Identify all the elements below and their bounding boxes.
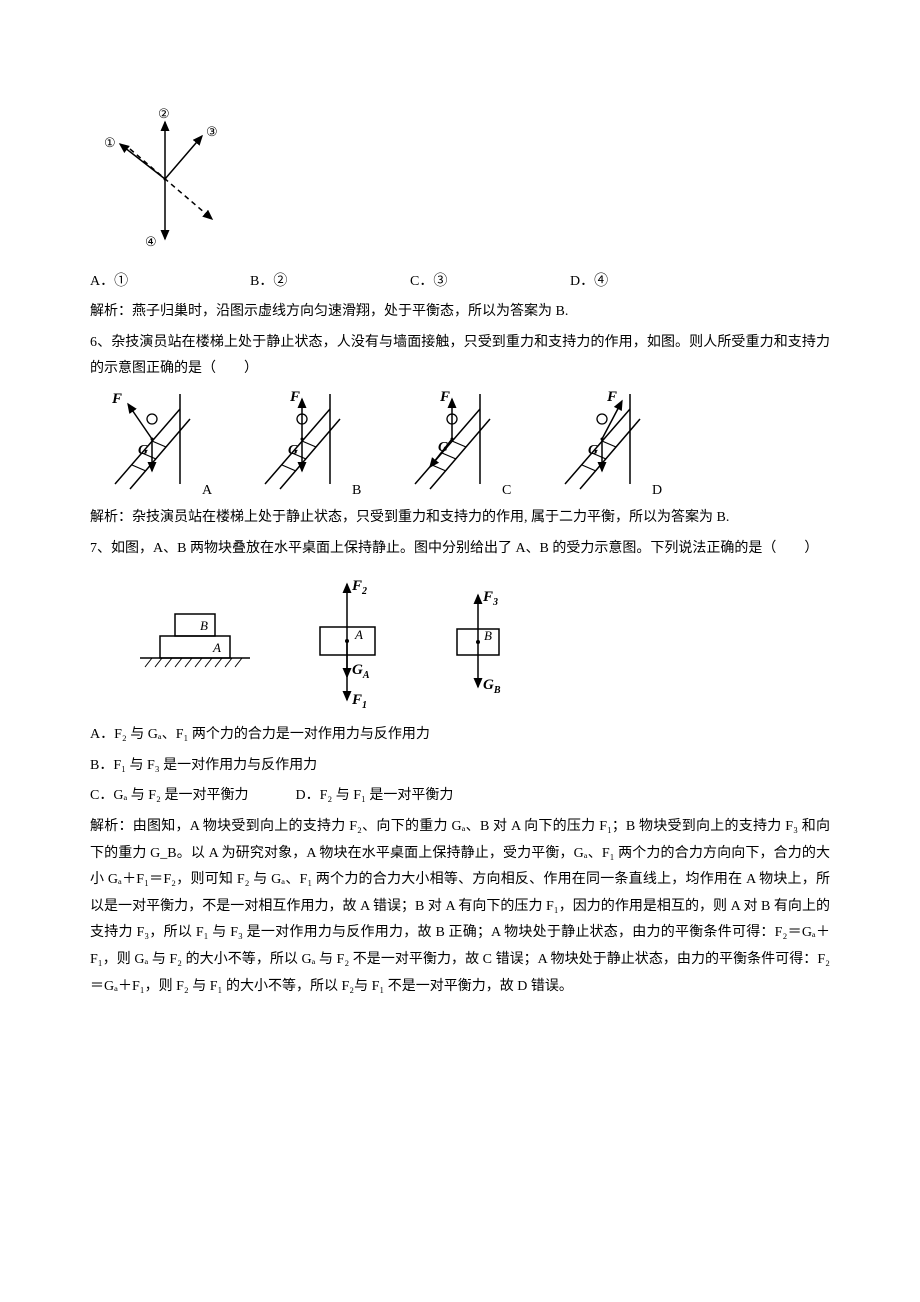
svg-text:A: A: [212, 640, 221, 655]
q5-opt-c: C．③: [410, 269, 570, 296]
svg-text:G: G: [288, 443, 298, 458]
svg-text:C: C: [502, 483, 511, 498]
svg-text:F3: F3: [482, 589, 498, 608]
svg-text:D: D: [652, 483, 662, 498]
q5-arrow-diagram: ① ② ③ ④: [90, 104, 830, 265]
svg-text:F2: F2: [351, 578, 367, 597]
svg-text:GA: GA: [352, 662, 370, 681]
q5-opt-b: B．②: [250, 269, 410, 296]
q6-diag-b: F G B: [240, 389, 370, 499]
q5-opt-d: D．④: [570, 269, 730, 296]
q6-stem: 6、杂技演员站在楼梯上处于静止状态，人没有与墙面接触，只受到重力和支持力的作用，…: [90, 330, 830, 383]
q7-diag-b-fbd: B F3 GB: [435, 577, 525, 707]
q7-analysis: 解析：由图知，A 物块受到向上的支持力 F₂、向下的重力 Gₐ、B 对 A 向下…: [90, 814, 830, 1000]
svg-text:G: G: [138, 443, 148, 458]
q5-opt-a: A．①: [90, 269, 250, 296]
label-1: ①: [104, 135, 116, 150]
q6-diag-c: F G C: [390, 389, 520, 499]
label-2: ②: [158, 106, 170, 121]
svg-text:F: F: [111, 391, 122, 407]
q6-diag-d: F G D: [540, 389, 670, 499]
svg-text:G: G: [588, 443, 598, 458]
q6-analysis: 解析：杂技演员站在楼梯上处于静止状态，只受到重力和支持力的作用, 属于二力平衡，…: [90, 505, 830, 532]
q6-ladder-diagrams: F G A F G B F G C: [90, 389, 830, 499]
svg-text:F: F: [439, 389, 450, 405]
q5-analysis: 解析：燕子归巢时，沿图示虚线方向匀速滑翔，处于平衡态，所以为答案为 B.: [90, 299, 830, 326]
q7-opt-c: C．Gₐ 与 F₂ 是一对平衡力: [90, 788, 248, 803]
svg-text:GB: GB: [483, 677, 501, 696]
q7-opts-cd: C．Gₐ 与 F₂ 是一对平衡力 D．F₂ 与 F₁ 是一对平衡力: [90, 783, 830, 810]
svg-text:F1: F1: [351, 692, 367, 711]
q7-diag-stack: B A: [130, 592, 260, 692]
label-3: ③: [206, 124, 218, 139]
svg-text:G: G: [438, 440, 448, 455]
q5-options: A．① B．② C．③ D．④: [90, 269, 830, 296]
svg-text:A: A: [354, 627, 363, 642]
svg-text:F: F: [289, 389, 300, 405]
q6-diag-a: F G A: [90, 389, 220, 499]
svg-text:A: A: [202, 483, 213, 498]
q7-opt-b: B．F₁ 与 F₃ 是一对作用力与反作用力: [90, 753, 830, 780]
label-4: ④: [145, 234, 157, 249]
svg-text:F: F: [606, 389, 617, 405]
q7-diag-a-fbd: A F2 GA F1: [300, 572, 395, 712]
q7-block-diagrams: B A A F2 GA F1: [130, 572, 830, 712]
svg-text:B: B: [200, 618, 208, 633]
q7-opt-a: A．F₂ 与 Gₐ、F₁ 两个力的合力是一对作用力与反作用力: [90, 722, 830, 749]
q7-stem: 7、如图，A、B 两物块叠放在水平桌面上保持静止。图中分别给出了 A、B 的受力…: [90, 536, 830, 563]
svg-text:B: B: [352, 483, 361, 498]
q7-opt-d: D．F₂ 与 F₁ 是一对平衡力: [295, 788, 453, 803]
svg-text:B: B: [484, 628, 492, 643]
